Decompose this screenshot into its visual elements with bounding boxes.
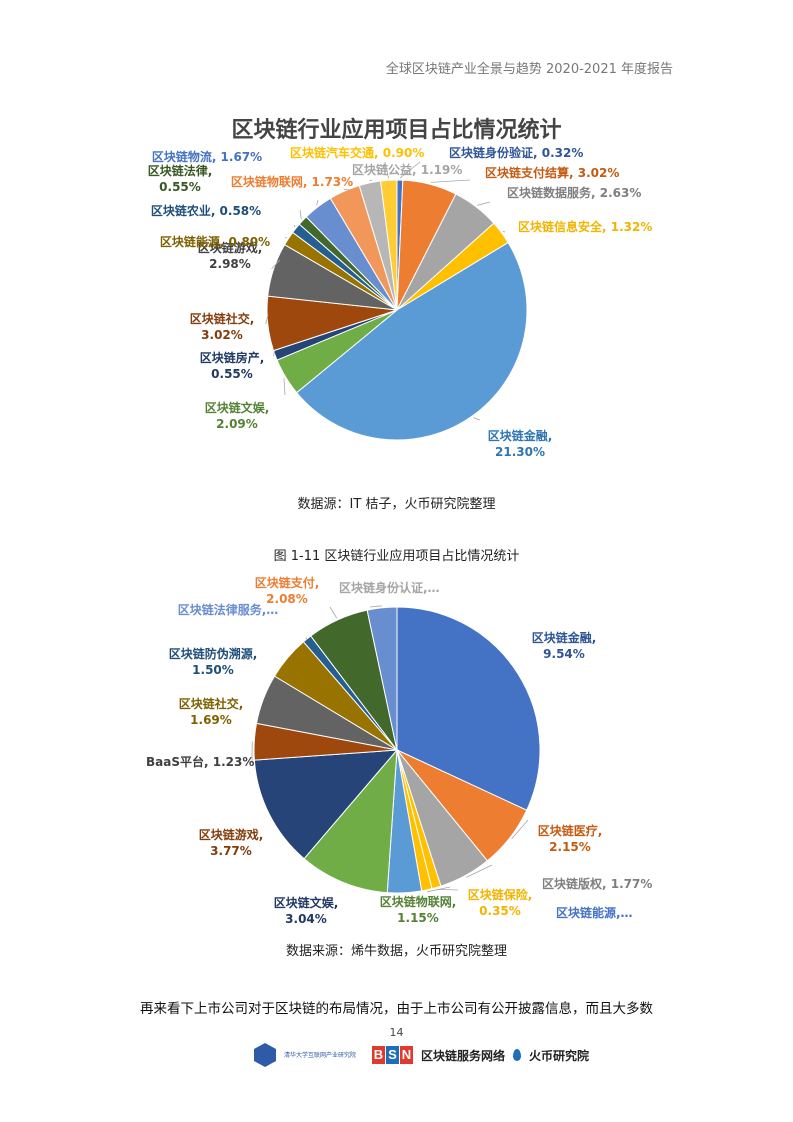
tsinghua-logo-icon	[254, 1043, 276, 1067]
chart2-source: 数据来源：烯牛数据，火币研究院整理	[285, 944, 507, 959]
slice-label-10: 区块链农业, 0.58%	[151, 203, 261, 218]
slice-label-6: 区块链房产, 0.55%	[200, 350, 265, 381]
slice-label-7: 区块链社交, 3.02%	[190, 311, 255, 342]
pie-slice-7	[253, 749, 399, 860]
leader-line-12	[316, 199, 319, 206]
slice-label-7: 区块链游戏, 3.77%	[199, 827, 264, 858]
slice-label-0: 区块链身份验证, 0.32%	[449, 145, 583, 160]
leader-line-1	[511, 819, 529, 840]
bsn-letter-s: S	[386, 1046, 399, 1064]
slice-label-5: 区块链文娱, 2.09%	[205, 400, 270, 431]
body-paragraph: 再来看下上市公司对于区块链的布局情况，由于上市公司有公开披露信息，而且大多数	[140, 1001, 653, 1017]
bsn-letter-b: B	[372, 1046, 385, 1064]
slice-label-1: 区块链医疗, 2.15%	[538, 823, 603, 854]
slice-label-13: 区块链物联网, 1.73%	[231, 174, 353, 189]
pie-slice-15	[380, 179, 398, 311]
slice-label-9: 区块链社交, 1.69%	[179, 696, 244, 727]
slice-label-5: 区块链物联网, 1.15%	[380, 894, 457, 925]
leader-line-1	[430, 179, 471, 183]
leader-line-6	[272, 349, 276, 357]
slice-label-6: 区块链文娱, 3.04%	[274, 895, 339, 926]
slice-label-11: 区块链法律服务,…	[178, 602, 279, 617]
chart1-source: 数据源：IT 桔子，火币研究院整理	[297, 497, 496, 512]
slice-label-2: 区块链版权, 1.77%	[542, 876, 652, 891]
slice-label-3: 区块链能源,…	[556, 905, 633, 920]
slice-label-8: 区块链游戏, 2.98%	[198, 240, 263, 271]
leader-line-5	[283, 378, 286, 396]
slice-label-4: 区块链保险, 0.35%	[468, 887, 533, 918]
pie-slice-0	[396, 606, 541, 811]
leader-line-4	[473, 417, 481, 421]
leader-line-3	[437, 888, 459, 891]
slice-label-11: 区块链法律, 0.55%	[148, 163, 213, 194]
leader-line-14	[369, 179, 373, 182]
huobi-flame-icon	[513, 1049, 522, 1061]
chart1-title: 区块链行业应用项目占比情况统计	[231, 118, 562, 143]
page-header: 全球区块链产业全景与趋势 2020-2021 年度报告	[385, 62, 673, 77]
chart1-pie: 区块链身份验证, 0.32% 区块链支付结算, 3.02% 区块链数据服务, 2.6…	[148, 145, 653, 459]
slice-label-13: 区块链身份认证,…	[339, 580, 440, 595]
leader-line-2	[477, 201, 491, 206]
slice-label-10: 区块链防伪溯源, 1.50%	[169, 646, 258, 677]
leader-line-13	[343, 188, 351, 191]
pie-slice-6	[303, 748, 398, 894]
bsn-logo: B S N	[372, 1046, 413, 1064]
figure-caption: 图 1-11 区块链行业应用项目占比情况统计	[273, 549, 520, 564]
slice-label-4: 区块链金融, 21.30%	[488, 428, 553, 459]
leader-line-7	[265, 314, 269, 324]
slice-label-8: BaaS平台, 1.23%	[146, 754, 254, 769]
leader-line-13	[369, 605, 382, 608]
chart2-pie: 区块链金融, 9.54% 区块链医疗, 2.15% 区块链版权, 1.77% 区块链能源,…	[146, 575, 652, 926]
slice-label-9: 区块链能源, 0.80%	[160, 234, 270, 249]
leader-line-2	[466, 864, 493, 878]
slice-label-3: 区块链信息安全, 1.32%	[518, 219, 652, 234]
bsn-letter-n: N	[400, 1046, 413, 1064]
slice-label-0: 区块链金融, 9.54%	[532, 630, 597, 661]
pie-slice-4	[295, 241, 528, 441]
leader-line-11	[305, 637, 308, 641]
tsinghua-logo-text: 清华大学互联网产业研究院	[284, 1051, 357, 1059]
leader-line-0	[399, 161, 421, 179]
leader-line-9	[284, 236, 287, 239]
slice-label-15: 区块链汽车交通, 0.90%	[290, 145, 424, 160]
leader-line-12	[329, 606, 338, 619]
leader-line-11	[299, 209, 302, 220]
pie-slice-13	[366, 606, 398, 751]
huobi-name: 火币研究院	[529, 1048, 590, 1063]
leader-line-4	[427, 886, 451, 893]
slice-label-14: 区块链公益, 1.19%	[352, 162, 462, 177]
leader-line-8	[271, 259, 281, 270]
bsn-name: 区块链服务网络	[421, 1048, 506, 1063]
slice-label-1: 区块链支付结算, 3.02%	[485, 165, 619, 180]
leader-line-10	[293, 224, 296, 228]
leader-line-3	[502, 231, 506, 233]
slice-label-12: 区块链物流, 1.67%	[152, 149, 262, 164]
slice-label-12: 区块链支付, 2.08%	[255, 575, 320, 606]
slice-label-2: 区块链数据服务, 2.63%	[507, 185, 641, 200]
leader-line-15	[384, 161, 390, 179]
footer-logos: 清华大学互联网产业研究院 B S N 区块链服务网络 火币研究院	[254, 1040, 589, 1070]
page-number: 14	[389, 1026, 404, 1039]
